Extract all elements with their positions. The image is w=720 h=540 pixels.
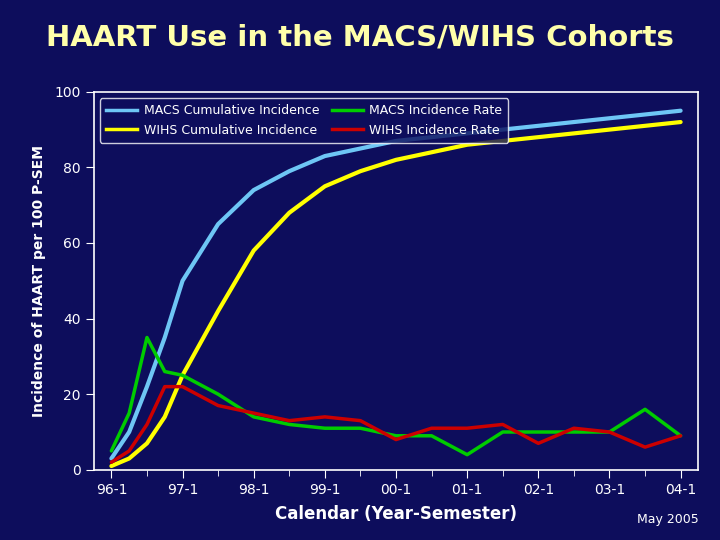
WIHS Incidence Rate — [534, 440, 543, 447]
WIHS Cumulative Incidence — [392, 157, 400, 163]
MACS Cumulative Incidence — [249, 187, 258, 193]
WIHS Cumulative Incidence — [285, 210, 294, 216]
WIHS Incidence Rate — [125, 448, 133, 454]
MACS Cumulative Incidence — [320, 153, 329, 159]
MACS Incidence Rate — [249, 414, 258, 420]
MACS Cumulative Incidence — [179, 278, 187, 284]
WIHS Incidence Rate — [498, 421, 507, 428]
WIHS Incidence Rate — [641, 444, 649, 450]
WIHS Incidence Rate — [320, 414, 329, 420]
Legend: MACS Cumulative Incidence, WIHS Cumulative Incidence, MACS Incidence Rate, WIHS : MACS Cumulative Incidence, WIHS Cumulati… — [100, 98, 508, 143]
MACS Incidence Rate — [676, 433, 685, 439]
Line: WIHS Cumulative Incidence: WIHS Cumulative Incidence — [112, 122, 680, 466]
Y-axis label: Incidence of HAART per 100 P-SEM: Incidence of HAART per 100 P-SEM — [32, 145, 45, 417]
WIHS Cumulative Incidence — [570, 130, 578, 137]
MACS Cumulative Incidence — [427, 134, 436, 140]
MACS Cumulative Incidence — [676, 107, 685, 114]
Text: HAART Use in the MACS/WIHS Cohorts: HAART Use in the MACS/WIHS Cohorts — [46, 24, 674, 52]
WIHS Cumulative Incidence — [249, 247, 258, 254]
MACS Incidence Rate — [641, 406, 649, 413]
MACS Incidence Rate — [143, 334, 151, 341]
MACS Incidence Rate — [392, 433, 400, 439]
WIHS Cumulative Incidence — [320, 183, 329, 190]
MACS Incidence Rate — [285, 421, 294, 428]
WIHS Cumulative Incidence — [605, 126, 613, 133]
WIHS Cumulative Incidence — [534, 134, 543, 140]
MACS Cumulative Incidence — [534, 123, 543, 129]
WIHS Incidence Rate — [463, 425, 472, 431]
WIHS Cumulative Incidence — [641, 123, 649, 129]
WIHS Cumulative Incidence — [498, 138, 507, 144]
MACS Incidence Rate — [179, 372, 187, 379]
WIHS Incidence Rate — [214, 402, 222, 409]
MACS Incidence Rate — [214, 391, 222, 397]
WIHS Incidence Rate — [605, 429, 613, 435]
MACS Incidence Rate — [570, 429, 578, 435]
WIHS Incidence Rate — [676, 433, 685, 439]
WIHS Incidence Rate — [107, 459, 116, 465]
WIHS Cumulative Incidence — [179, 372, 187, 379]
Line: MACS Incidence Rate: MACS Incidence Rate — [112, 338, 680, 455]
MACS Incidence Rate — [356, 425, 365, 431]
WIHS Incidence Rate — [143, 421, 151, 428]
WIHS Incidence Rate — [570, 425, 578, 431]
WIHS Cumulative Incidence — [356, 168, 365, 174]
Line: WIHS Incidence Rate: WIHS Incidence Rate — [112, 387, 680, 462]
WIHS Cumulative Incidence — [214, 308, 222, 314]
WIHS Incidence Rate — [285, 417, 294, 424]
WIHS Incidence Rate — [356, 417, 365, 424]
MACS Cumulative Incidence — [498, 126, 507, 133]
Text: May 2005: May 2005 — [636, 514, 698, 526]
MACS Cumulative Incidence — [125, 429, 133, 435]
MACS Cumulative Incidence — [392, 138, 400, 144]
MACS Cumulative Incidence — [605, 115, 613, 122]
MACS Cumulative Incidence — [285, 168, 294, 174]
MACS Incidence Rate — [427, 433, 436, 439]
WIHS Cumulative Incidence — [107, 463, 116, 469]
MACS Incidence Rate — [161, 368, 169, 375]
MACS Incidence Rate — [107, 448, 116, 454]
MACS Incidence Rate — [534, 429, 543, 435]
MACS Cumulative Incidence — [143, 383, 151, 390]
MACS Cumulative Incidence — [356, 145, 365, 152]
MACS Cumulative Incidence — [161, 334, 169, 341]
MACS Cumulative Incidence — [214, 221, 222, 227]
WIHS Cumulative Incidence — [143, 440, 151, 447]
MACS Incidence Rate — [125, 410, 133, 416]
WIHS Cumulative Incidence — [676, 119, 685, 125]
MACS Incidence Rate — [320, 425, 329, 431]
Line: MACS Cumulative Incidence: MACS Cumulative Incidence — [112, 111, 680, 458]
WIHS Cumulative Incidence — [161, 414, 169, 420]
MACS Cumulative Incidence — [107, 455, 116, 462]
WIHS Cumulative Incidence — [427, 149, 436, 156]
WIHS Incidence Rate — [179, 383, 187, 390]
MACS Cumulative Incidence — [463, 130, 472, 137]
MACS Incidence Rate — [498, 429, 507, 435]
WIHS Incidence Rate — [161, 383, 169, 390]
MACS Cumulative Incidence — [641, 111, 649, 118]
WIHS Incidence Rate — [249, 410, 258, 416]
X-axis label: Calendar (Year-Semester): Calendar (Year-Semester) — [275, 505, 517, 523]
WIHS Incidence Rate — [392, 436, 400, 443]
WIHS Cumulative Incidence — [463, 141, 472, 148]
MACS Incidence Rate — [605, 429, 613, 435]
MACS Incidence Rate — [463, 451, 472, 458]
WIHS Incidence Rate — [427, 425, 436, 431]
WIHS Cumulative Incidence — [125, 455, 133, 462]
MACS Cumulative Incidence — [570, 119, 578, 125]
